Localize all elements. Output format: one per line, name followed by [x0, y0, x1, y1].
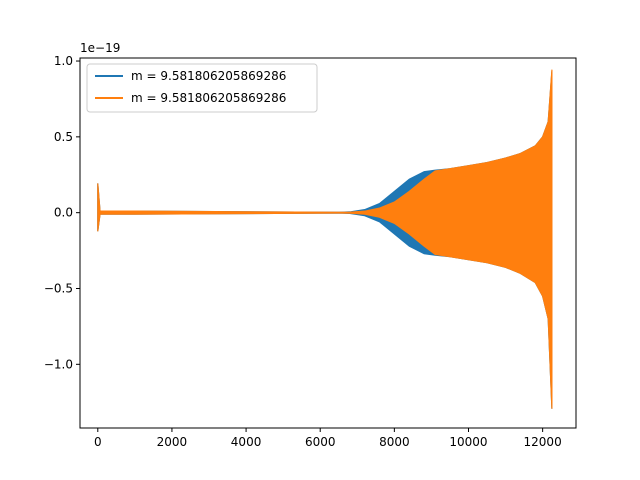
legend-label-series-1: m = 9.581806205869286: [131, 91, 286, 105]
y-axis: 1.0 0.5 0.0 −0.5 −1.0: [44, 54, 80, 371]
y-tick-label: −0.5: [44, 281, 73, 295]
legend: m = 9.581806205869286 m = 9.581806205869…: [86, 63, 318, 113]
x-tick-label: 8000: [379, 435, 410, 449]
y-tick-label: 1.0: [54, 54, 73, 68]
x-axis: 0 2000 4000 6000 8000 10000 12000: [94, 428, 562, 449]
y-tick-label: 0.0: [54, 206, 73, 220]
x-tick-label: 12000: [524, 435, 562, 449]
legend-box: [86, 63, 318, 113]
series-1-band: [97, 69, 553, 409]
x-tick-label: 0: [94, 435, 102, 449]
legend-label-series-0: m = 9.581806205869286: [131, 69, 286, 83]
y-tick-label: 0.5: [54, 130, 73, 144]
x-tick-label: 2000: [157, 435, 188, 449]
x-tick-label: 6000: [305, 435, 336, 449]
y-offset-text: 1e−19: [80, 41, 120, 55]
x-tick-label: 4000: [231, 435, 262, 449]
y-tick-label: −1.0: [44, 357, 73, 371]
series-layer: [97, 69, 553, 409]
axes-frame: [79, 57, 577, 429]
x-tick-label: 10000: [449, 435, 487, 449]
